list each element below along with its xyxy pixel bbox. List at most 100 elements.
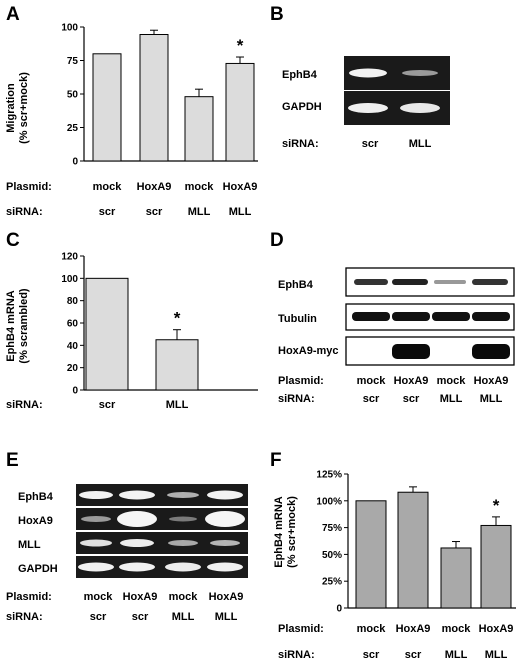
significance-asterisk: *	[237, 36, 244, 55]
gel-row-label: HoxA9	[18, 515, 53, 527]
panel-c: C EphB4 mRNA (% scrambled) 0 20 40 60 80 100 1…	[5, 230, 258, 411]
gel-band	[119, 562, 155, 572]
lane-label: scr	[99, 206, 116, 218]
lane-label: HoxA9	[123, 591, 158, 603]
row-title: siRNA:	[282, 138, 319, 150]
gel-image	[76, 484, 248, 506]
panel-e: E EphB4 HoxA9 MLL GAPDH Plasmid: mock Ho…	[6, 450, 248, 623]
lane-label: HoxA9	[223, 181, 258, 193]
gel-band	[79, 491, 113, 499]
gel-band	[400, 103, 440, 113]
bar	[440, 547, 472, 609]
gel-band	[207, 562, 243, 572]
y-axis-label: EphB4 mRNA	[5, 290, 17, 362]
significance-asterisk: *	[174, 309, 181, 328]
bar	[397, 491, 429, 609]
lane-label: mock	[437, 375, 467, 387]
lane-label: HoxA9	[474, 375, 509, 387]
row-title: siRNA:	[6, 399, 43, 411]
lane-label: MLL	[440, 393, 463, 405]
y-axis-label: (% scr+mock)	[18, 72, 30, 144]
row-title: Plasmid:	[278, 623, 324, 635]
y-tick-label: 60	[67, 319, 79, 330]
lane-label: MLL	[188, 206, 211, 218]
y-tick-label: 25%	[322, 577, 342, 588]
gel-row-label: MLL	[18, 539, 41, 551]
lane-label: MLL	[229, 206, 252, 218]
y-tick-label: 50%	[322, 550, 342, 561]
y-tick-label: 0	[336, 604, 342, 615]
row-title: Plasmid:	[6, 181, 52, 193]
y-tick-label: 125%	[316, 470, 342, 481]
blot-band	[434, 280, 466, 284]
gel-row-label: GAPDH	[18, 563, 58, 575]
bar-chart: 0 25% 50% 75% 100% 125% *	[316, 470, 516, 615]
gel-band	[120, 539, 154, 547]
panel-a: A Migration (% scr+mock) 0 25 50 75 100 * Pla…	[5, 4, 258, 218]
y-tick-label: 75	[67, 56, 79, 67]
y-tick-label: 80	[67, 296, 79, 307]
lane-label: mock	[442, 623, 472, 635]
gel-band	[165, 562, 201, 572]
lane-label: scr	[403, 393, 420, 405]
blot-row-label: Tubulin	[278, 313, 317, 325]
panel-label: F	[270, 450, 282, 471]
gel-band	[205, 511, 245, 527]
blot-band	[472, 312, 510, 321]
y-tick-label: 75%	[322, 523, 342, 534]
lane-label: MLL	[480, 393, 503, 405]
y-axis-label: Migration	[5, 83, 17, 133]
lane-label: scr	[90, 611, 107, 623]
panel-label: B	[270, 4, 284, 25]
lane-label: mock	[357, 623, 387, 635]
blot-band	[472, 344, 510, 359]
y-tick-label: 20	[67, 363, 79, 374]
row-title: siRNA:	[278, 649, 315, 661]
panel-label: E	[6, 450, 19, 471]
gel-band	[117, 511, 157, 527]
lane-label: scr	[99, 399, 116, 411]
lane-label: MLL	[172, 611, 195, 623]
lane-label: MLL	[409, 138, 432, 150]
gel-band	[168, 540, 198, 546]
bar-chart: 0 20 40 60 80 100 120 *	[61, 252, 258, 397]
row-title: siRNA:	[6, 206, 43, 218]
bar	[480, 524, 512, 609]
lane-label: scr	[363, 649, 380, 661]
bar	[155, 339, 199, 391]
blot-band	[354, 279, 388, 285]
y-tick-label: 40	[67, 341, 79, 352]
lane-label: scr	[146, 206, 163, 218]
gel-band	[81, 516, 111, 522]
y-axis-label: (% scrambled)	[18, 288, 30, 364]
gel-band	[169, 516, 197, 522]
lane-label: MLL	[166, 399, 189, 411]
gel-band	[210, 540, 240, 546]
gel-band	[80, 539, 112, 547]
y-tick-label: 50	[67, 90, 79, 101]
row-title: Plasmid:	[6, 591, 52, 603]
y-tick-label: 120	[61, 252, 78, 263]
lane-label: mock	[357, 375, 387, 387]
panel-d: D EphB4 Tubulin HoxA9-myc Plasmid: mock …	[270, 230, 515, 405]
lane-label: HoxA9	[396, 623, 431, 635]
blot-band	[432, 312, 470, 321]
panel-f: F EphB4 mRNA (% scr+mock) 0 25% 50% 75% 100%…	[270, 450, 516, 661]
significance-asterisk: *	[493, 496, 500, 515]
gel-band	[167, 492, 199, 498]
bar	[92, 53, 122, 162]
lane-label: HoxA9	[479, 623, 514, 635]
bar	[355, 500, 387, 609]
lane-label: scr	[132, 611, 149, 623]
lane-label: HoxA9	[137, 181, 172, 193]
gel-band	[349, 68, 387, 78]
gel-row-label: GAPDH	[282, 101, 322, 113]
panel-label: A	[6, 4, 20, 25]
lane-label: MLL	[215, 611, 238, 623]
y-tick-label: 0	[72, 386, 78, 397]
blot-row-label: HoxA9-myc	[278, 345, 339, 357]
row-title: siRNA:	[278, 393, 315, 405]
gel-image	[76, 532, 248, 554]
lane-label: MLL	[485, 649, 508, 661]
lane-label: mock	[185, 181, 215, 193]
